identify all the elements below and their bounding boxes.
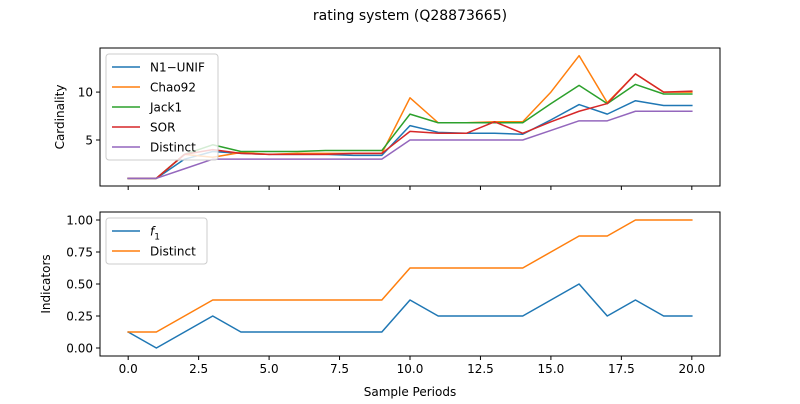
series-line-jack1	[127, 83, 693, 180]
x-tick-label: 5.0	[260, 362, 279, 376]
legend-label: Distinct	[150, 245, 196, 259]
y-tick-label: 0.00	[66, 342, 93, 356]
legend-label: N1−UNIF	[150, 61, 205, 75]
y-axis-label: Indicators	[39, 254, 53, 313]
bottom-axes: 0.0 2.5 5.0 7.5 10.0 12.5 15.0 17.5 20.0 0.00 0.25…	[39, 211, 721, 399]
x-tick-label: 15.0	[538, 362, 565, 376]
x-axis-label: Sample Periods	[364, 385, 456, 399]
legend-label: Jack1	[149, 101, 182, 115]
x-tick-label: 20.0	[678, 362, 705, 376]
legend: f1 Distinct	[105, 217, 208, 265]
x-tick-label: 10.0	[397, 362, 424, 376]
series-line-chao92	[127, 54, 693, 180]
legend-label: f1	[150, 225, 160, 243]
legend-frame	[105, 217, 208, 265]
y-tick-label: 5	[85, 134, 93, 148]
legend-label: SOR	[150, 121, 175, 135]
series-line-distinct	[127, 110, 693, 180]
x-tick-label: 7.5	[330, 362, 349, 376]
x-tick-label: 0.0	[119, 362, 138, 376]
series-line-sor	[127, 73, 693, 180]
legend-label: Chao92	[150, 81, 196, 95]
y-tick-label: 0.50	[66, 278, 93, 292]
y-axis-label: Cardinality	[53, 85, 67, 150]
legend-frame	[105, 53, 219, 161]
x-tick-label: 17.5	[608, 362, 635, 376]
y-tick-label: 0.75	[66, 246, 93, 260]
y-tick-label: 0.25	[66, 310, 93, 324]
series-line-distinct	[127, 219, 693, 333]
y-tick-label: 10	[78, 86, 93, 100]
legend: N1−UNIF Chao92 Jack1 SOR Distinct	[105, 53, 219, 161]
x-tick-label: 12.5	[467, 362, 494, 376]
figure-title: rating system (Q28873665)	[313, 8, 507, 24]
x-tick-label: 2.5	[189, 362, 208, 376]
legend-label: Distinct	[150, 141, 196, 155]
series-line-f1	[127, 283, 693, 349]
top-axes: 5 10 Cardinality N1−UNIF Chao92 Jack1 SOR Disti…	[53, 47, 721, 190]
series-line-n1-unif	[127, 99, 693, 180]
y-tick-label: 1.00	[66, 214, 93, 228]
